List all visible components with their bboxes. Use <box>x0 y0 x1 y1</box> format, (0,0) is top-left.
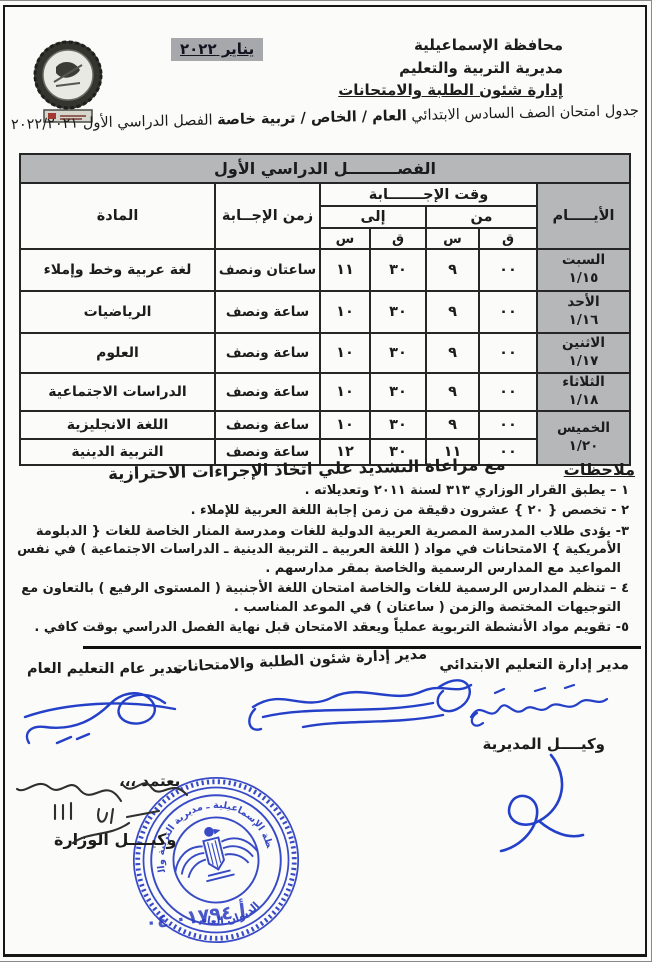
note-item-4: ٤ – تنظم المدارس الرسمية للغات والخاصة ا… <box>21 581 629 615</box>
day-cell: الاثنين ١/١٧ <box>536 332 631 374</box>
signature-ministry-deputy-handwriting <box>15 782 189 845</box>
from-hours: ٩ <box>425 290 480 334</box>
to-minutes: ٣٠ <box>369 438 427 466</box>
col-header-to-hours: س <box>319 227 371 250</box>
organization-header: محافظة الإسماعيلية مديرية التربية والتعل… <box>338 34 563 102</box>
day-name: السبت <box>561 252 606 269</box>
signature-primary-education-director <box>469 683 609 727</box>
from-minutes: ٠٠ <box>478 372 538 412</box>
from-minutes: ٠٠ <box>478 248 538 292</box>
title-semester: الفصل الدراسي الأول ٢٠٢٢/٢٠٢١ <box>10 112 213 134</box>
label-directorate-deputy: وكيــــل المديرية <box>482 735 605 753</box>
duration-cell: ساعتان ونصف <box>214 248 321 292</box>
semester-title-cell: الفصـــــــــل الدراسي الأول <box>19 153 631 184</box>
col-header-from: من <box>425 205 538 229</box>
education-directorate-emblem-icon <box>33 40 103 123</box>
subject-cell: اللغة الانجليزية <box>19 410 216 440</box>
signature-student-affairs-director <box>248 679 473 731</box>
day-date: ١/١٥ <box>568 270 599 286</box>
subject-cell: التربية الدينية <box>19 438 216 466</box>
from-minutes: ٠٠ <box>478 332 538 374</box>
duration-cell: ساعة ونصف <box>214 438 321 466</box>
day-cell: الثلاثاء ١/١٨ <box>536 372 631 412</box>
signature-divider-line <box>83 646 641 649</box>
table-row: الثلاثاء ١/١٨ ٠٠ ٩ ٣٠ ١٠ ساعة ونصف الدرا… <box>19 372 631 412</box>
from-hours: ٩ <box>425 410 480 440</box>
col-header-to-minutes: ق <box>369 227 427 250</box>
to-minutes: ٣٠ <box>369 372 427 412</box>
to-minutes: ٣٠ <box>369 410 427 440</box>
note-item-3: ٣- يؤدى طلاب المدرسة المصرية العربية الد… <box>17 523 629 576</box>
duration-cell: ساعة ونصف <box>214 290 321 334</box>
table-row: السبت ١/١٥ ٠٠ ٩ ٣٠ ١١ ساعتان ونصف لغة عر… <box>19 248 631 292</box>
table-row: الاثنين ١/١٧ ٠٠ ٩ ٣٠ ١٠ ساعة ونصف العلوم <box>19 332 631 374</box>
duration-cell: ساعة ونصف <box>214 332 321 374</box>
subject-cell: الدراسات الاجتماعية <box>19 372 216 412</box>
duration-cell: ساعة ونصف <box>214 410 321 440</box>
signature-directorate-deputy <box>499 753 585 853</box>
label-primary-education-director: مدير إدارة التعليم الابتدائي <box>439 657 629 673</box>
title-track: العام / الخاص / تربية خاصة <box>216 108 407 129</box>
notes-label: ملاحظات <box>563 460 635 479</box>
note-item-2: ٢ - تخصص { ٢٠ } عشرون دقيقة من زمن إجابة… <box>190 503 629 519</box>
day-date: ١/١٦ <box>568 312 599 328</box>
table-row: الخميس ١/٢٠ ٠٠ ٩ ٣٠ ١٠ ساعة ونصف اللغة ا… <box>19 410 631 466</box>
col-header-days: الأيـــــام <box>536 182 631 250</box>
label-approved: يعتمد ،،، <box>119 772 181 790</box>
to-hours: ١٠ <box>319 332 371 374</box>
from-minutes: ٠٠ <box>478 290 538 334</box>
subject-cell: العلوم <box>19 332 216 374</box>
note-item-1: ١ – يطبق القرار الوزاري ٣١٣ لسنة ٢٠١١ وت… <box>304 483 629 498</box>
col-header-to: إلى <box>319 205 427 229</box>
notes-header: ملاحظات مع مراعاة التشديد علي اتخاذ الإج… <box>13 455 635 484</box>
day-name: الثلاثاء <box>562 374 605 391</box>
to-minutes: ٣٠ <box>369 290 427 334</box>
notes-section: ملاحظات مع مراعاة التشديد علي اتخاذ الإج… <box>13 455 635 638</box>
to-hours: ١٢ <box>319 438 371 466</box>
to-hours: ١٠ <box>319 372 371 412</box>
day-name: الخميس <box>556 420 611 437</box>
to-hours: ١١ <box>319 248 371 292</box>
label-ministry-deputy: وكيــــل الوزارة <box>54 830 177 849</box>
col-header-from-minutes: ق <box>478 227 538 250</box>
subject-cell: الرياضيات <box>19 290 216 334</box>
to-minutes: ٣٠ <box>369 332 427 374</box>
col-header-answer-time: وقت الإجـــــــابة <box>319 182 538 207</box>
col-header-from-hours: س <box>425 227 480 250</box>
to-hours: ١٠ <box>319 410 371 440</box>
day-date: ١/١٧ <box>568 353 599 369</box>
org-directorate: مديرية التربية والتعليم <box>399 58 563 77</box>
day-date: ١/١٨ <box>568 392 599 408</box>
day-name: الاثنين <box>562 335 605 352</box>
title-grade: جدول امتحان الصف السادس الابتدائي <box>411 102 640 125</box>
duration-cell: ساعة ونصف <box>214 372 321 412</box>
from-minutes: ٠٠ <box>478 410 538 440</box>
from-hours: ١١ <box>425 438 480 466</box>
exam-schedule-table: الفصـــــــــل الدراسي الأول الأيـــــام… <box>19 153 631 466</box>
month-badge: يناير ٢٠٢٢ <box>171 38 264 61</box>
day-date: ١/٢٠ <box>568 438 599 454</box>
day-cell: الأحد ١/١٦ <box>536 290 631 334</box>
from-hours: ٩ <box>425 332 480 374</box>
signature-general-education-director <box>23 692 177 745</box>
from-minutes: ٠٠ <box>478 438 538 466</box>
day-cell: الخميس ١/٢٠ <box>536 410 631 466</box>
from-hours: ٩ <box>425 372 480 412</box>
col-header-duration: زمن الإجــابة <box>214 182 321 250</box>
day-cell: السبت ١/١٥ <box>536 248 631 292</box>
day-name: الأحد <box>567 294 600 311</box>
col-header-subject: المادة <box>19 182 216 250</box>
table-row: ٠٠ ١١ ٣٠ ١٢ ساعة ونصف التربية الدينية <box>19 438 630 466</box>
org-governorate: محافظة الإسماعيلية <box>414 36 563 54</box>
table-row: الأحد ١/١٦ ٠٠ ٩ ٣٠ ١٠ ساعة ونصف الرياضيا… <box>19 290 631 334</box>
org-department: إدارة شئون الطلبة والامتحانات <box>338 81 563 99</box>
note-item-5: ٥- تقويم مواد الأنشطة التربوية عملياً وي… <box>34 620 629 636</box>
label-general-education-director: مدير عام التعليم العام <box>27 661 183 677</box>
to-hours: ١٠ <box>319 290 371 334</box>
from-hours: ٩ <box>425 248 480 292</box>
to-minutes: ٣٠ <box>369 248 427 292</box>
subject-cell: لغة عربية وخط وإملاء <box>19 248 216 292</box>
